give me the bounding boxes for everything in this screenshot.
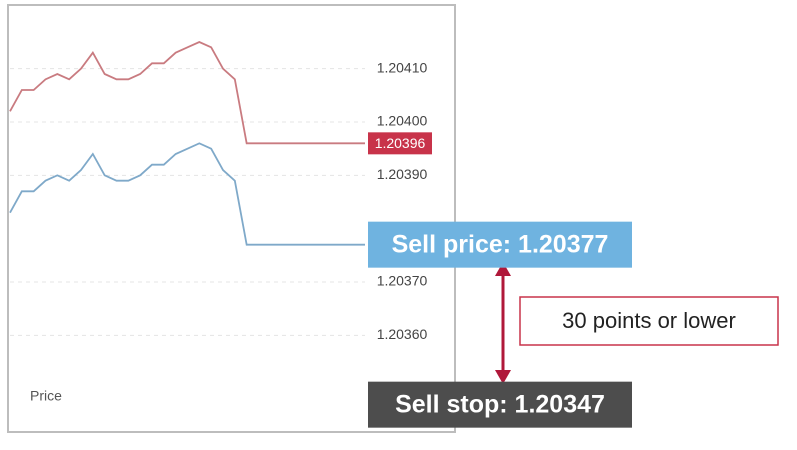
- axis-title: Price: [30, 388, 62, 404]
- price-label: 1.20396: [375, 135, 426, 151]
- series-line: [9, 142, 365, 246]
- y-tick-label: 1.20390: [377, 166, 428, 182]
- arrow-head: [495, 370, 511, 384]
- price-label-box: [368, 221, 632, 268]
- series-line: [9, 41, 365, 145]
- price-label: Sell price: 1.20377: [392, 230, 609, 258]
- y-tick-label: 1.20370: [377, 273, 428, 289]
- arrow-head: [495, 262, 511, 276]
- note-box: [519, 296, 779, 346]
- y-tick-label: 1.20400: [377, 113, 428, 129]
- y-tick-label: 1.20410: [377, 59, 428, 75]
- range-note: 30 points or lower: [562, 308, 736, 333]
- price-label-box: [368, 381, 632, 428]
- price-label-box: [368, 132, 432, 155]
- y-tick-label: 1.20360: [377, 326, 428, 342]
- price-label: Sell stop: 1.20347: [395, 390, 605, 418]
